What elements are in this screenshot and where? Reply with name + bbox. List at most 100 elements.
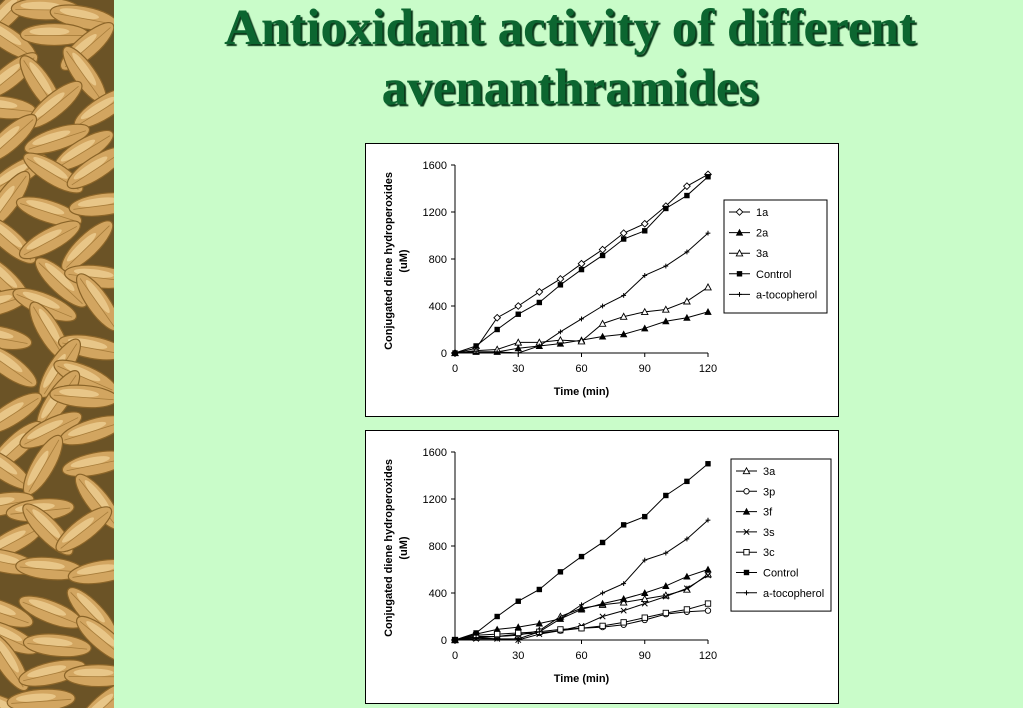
x-tick-label: 0	[452, 650, 458, 662]
oat-grain-crease	[0, 0, 31, 34]
triangle-marker	[735, 249, 744, 257]
oat-grain-highlight	[0, 450, 18, 475]
square-marker	[663, 492, 669, 499]
legend-label: 2a	[756, 228, 769, 240]
oat-grain-highlight	[0, 259, 18, 288]
cross-stroke	[743, 528, 750, 535]
oat-grain-pattern	[0, 0, 114, 708]
circle-marker	[704, 607, 712, 614]
triangle-marker	[535, 619, 544, 627]
plus-marker	[744, 590, 749, 596]
cross-stroke	[683, 585, 690, 592]
y-axis-label-unit: (uM)	[398, 249, 410, 273]
oat-grain-highlight	[0, 0, 18, 28]
legend-label: Control	[763, 568, 798, 580]
oat-grain-crease	[27, 643, 88, 650]
oat-grain-crease	[22, 601, 79, 625]
oat-grain-crease	[0, 602, 29, 624]
oat-grain-highlight	[85, 280, 110, 314]
oat-grain-highlight	[32, 130, 71, 145]
oat-grain-highlight	[84, 480, 111, 512]
oat-grain-highlight	[22, 291, 60, 309]
oat-grain-crease	[66, 225, 110, 268]
y-tick-label: 0	[441, 635, 447, 647]
chart-panel-top: 0 400 800 1200 1600 0 30 60 90 120 Time (min) Conju…	[365, 143, 839, 417]
plus-marker	[621, 581, 627, 586]
plus-marker	[663, 263, 669, 269]
oat-grain	[6, 688, 76, 708]
y-tick-label: 1600	[423, 447, 447, 459]
oat-grain	[76, 273, 114, 332]
oat-grain-highlight	[0, 638, 19, 673]
plus-marker	[684, 249, 690, 255]
y-tick-label: 800	[429, 254, 447, 266]
oat-grain-highlight	[0, 126, 20, 154]
plus-marker	[473, 635, 479, 641]
oat-grain	[12, 287, 78, 322]
triangle-marker	[556, 335, 565, 344]
oat-grain-highlight	[44, 262, 75, 291]
plus-marker	[705, 230, 711, 236]
oat-grain-highlight	[27, 450, 49, 486]
plus-marker	[663, 550, 669, 556]
y-axis-label-unit: (uM)	[398, 536, 410, 560]
oat-grain	[0, 324, 33, 351]
oat-grain-crease	[0, 499, 31, 512]
legend-item: 3s	[736, 527, 775, 539]
chart-panel-bottom: 0 400 800 1200 1600 0 30 60 90 120 Time (min) Conju…	[365, 430, 839, 704]
oat-grain	[49, 384, 114, 409]
oat-grain-highlight	[73, 156, 108, 180]
oat-grain-crease	[11, 698, 72, 704]
square-marker	[599, 622, 606, 630]
legend-label: 3s	[763, 527, 775, 539]
square-marker	[663, 205, 669, 212]
circle-marker	[743, 488, 750, 495]
oat-grain-crease	[79, 621, 114, 660]
oat-grain-crease	[60, 511, 109, 549]
plus-marker	[600, 303, 605, 309]
triangle-marker	[661, 305, 670, 313]
legend-item: a-tocopherol	[729, 289, 817, 301]
oat-grain-crease	[0, 175, 27, 225]
triangle-marker	[641, 589, 649, 596]
square-marker	[599, 252, 606, 259]
oat-grain-crease	[32, 306, 65, 359]
square-marker	[578, 625, 585, 632]
x-tick-label: 30	[512, 363, 524, 375]
oat-grain-crease	[0, 119, 34, 160]
line-chart-bottom: 0 400 800 1200 1600 0 30 60 90 120 Time (min) Conju…	[383, 447, 832, 685]
plus-marker	[473, 349, 479, 355]
oat-grain	[22, 633, 92, 658]
cross-stroke	[620, 607, 627, 614]
legend-label: 3c	[763, 547, 775, 559]
oat-grain-crease	[28, 130, 86, 150]
triangle-marker	[577, 337, 586, 345]
plus-marker	[642, 273, 648, 278]
y-tick-label: 0	[441, 348, 447, 360]
oat-grain-highlight	[62, 517, 95, 543]
oat-grain-crease	[0, 22, 32, 57]
diamond-marker	[577, 259, 586, 268]
diamond-marker	[556, 275, 565, 283]
oat-grain-image	[0, 0, 114, 708]
oat-grain-crease	[73, 201, 114, 210]
plus-marker	[705, 517, 711, 523]
oat-grain-highlight	[33, 92, 65, 119]
oat-grain-highlight	[70, 456, 110, 468]
square-marker	[473, 630, 479, 636]
oat-grain-highlight	[0, 696, 23, 708]
oat-grain	[67, 558, 114, 585]
oat-grain-highlight	[60, 139, 96, 162]
square-marker	[705, 461, 711, 467]
oat-grain	[15, 556, 85, 581]
triangle-marker	[598, 319, 607, 327]
triangle-marker	[514, 623, 522, 631]
oat-grain-crease	[58, 135, 111, 168]
oat-grain-crease	[0, 397, 39, 431]
oat-grain-crease	[20, 203, 78, 223]
oat-grain-crease	[64, 421, 114, 441]
oat-grain	[0, 343, 38, 388]
triangle-marker	[598, 599, 607, 607]
oat-grain-highlight	[0, 551, 21, 564]
oat-grain-highlight	[82, 693, 114, 708]
